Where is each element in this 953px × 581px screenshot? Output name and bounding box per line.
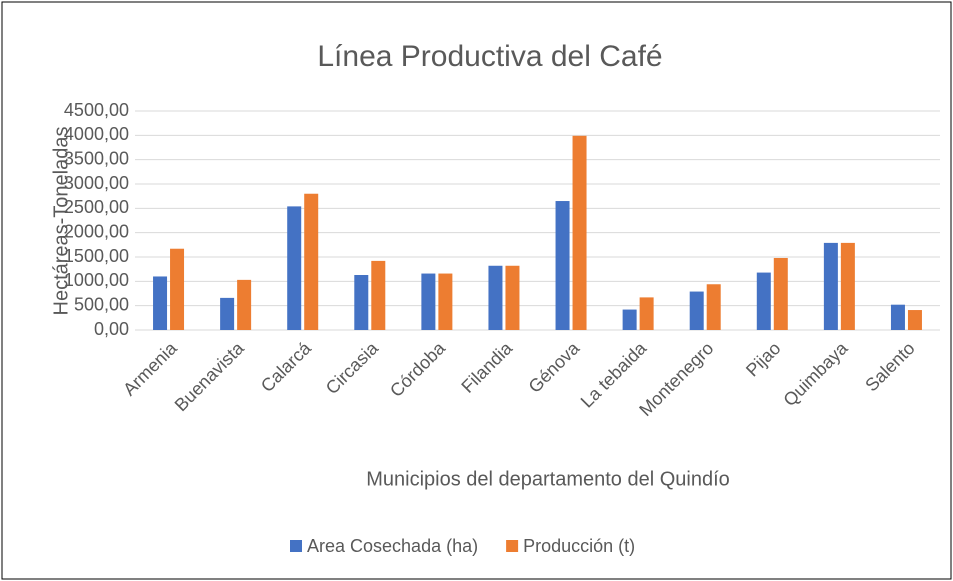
legend-swatch bbox=[506, 540, 519, 552]
bar bbox=[907, 310, 922, 330]
y-tick-label: 3000,00 bbox=[64, 173, 129, 193]
bar bbox=[622, 309, 637, 330]
y-tick-label: 2000,00 bbox=[64, 221, 129, 241]
legend-swatch bbox=[290, 540, 302, 552]
bar bbox=[421, 273, 436, 330]
bar bbox=[689, 291, 704, 330]
bar bbox=[304, 193, 319, 330]
bar bbox=[773, 257, 788, 330]
bar bbox=[170, 248, 185, 330]
y-tick-label: 1500,00 bbox=[64, 246, 129, 266]
bar bbox=[371, 260, 386, 330]
bar bbox=[572, 135, 587, 330]
bar bbox=[890, 304, 905, 330]
y-tick-label: 1000,00 bbox=[64, 270, 129, 290]
bar bbox=[756, 272, 771, 330]
x-axis-label: Municipios del departamento del Quindío bbox=[366, 468, 730, 490]
bar bbox=[438, 273, 453, 330]
bar bbox=[840, 242, 855, 330]
bar bbox=[153, 276, 168, 330]
y-tick-label: 2500,00 bbox=[64, 197, 129, 217]
y-tick-label: 0,00 bbox=[94, 319, 129, 339]
bar bbox=[287, 206, 302, 330]
legend-label: Area Cosechada (ha) bbox=[307, 536, 478, 556]
bar bbox=[220, 297, 235, 330]
bar bbox=[237, 279, 252, 330]
bar bbox=[354, 275, 369, 330]
bar bbox=[706, 284, 721, 330]
bar bbox=[555, 201, 570, 330]
bar bbox=[505, 265, 520, 330]
y-tick-label: 500,00 bbox=[74, 294, 129, 314]
bar bbox=[823, 242, 838, 330]
y-axis-label: Hectáreas-Toneladas bbox=[50, 127, 72, 316]
y-tick-label: 4500,00 bbox=[64, 100, 129, 120]
chart-title: Línea Productiva del Café bbox=[317, 40, 662, 73]
y-tick-label: 4000,00 bbox=[64, 124, 129, 144]
y-tick-label: 3500,00 bbox=[64, 148, 129, 168]
bar bbox=[488, 265, 503, 330]
legend-label: Producción (t) bbox=[523, 536, 635, 556]
bar bbox=[639, 297, 654, 330]
